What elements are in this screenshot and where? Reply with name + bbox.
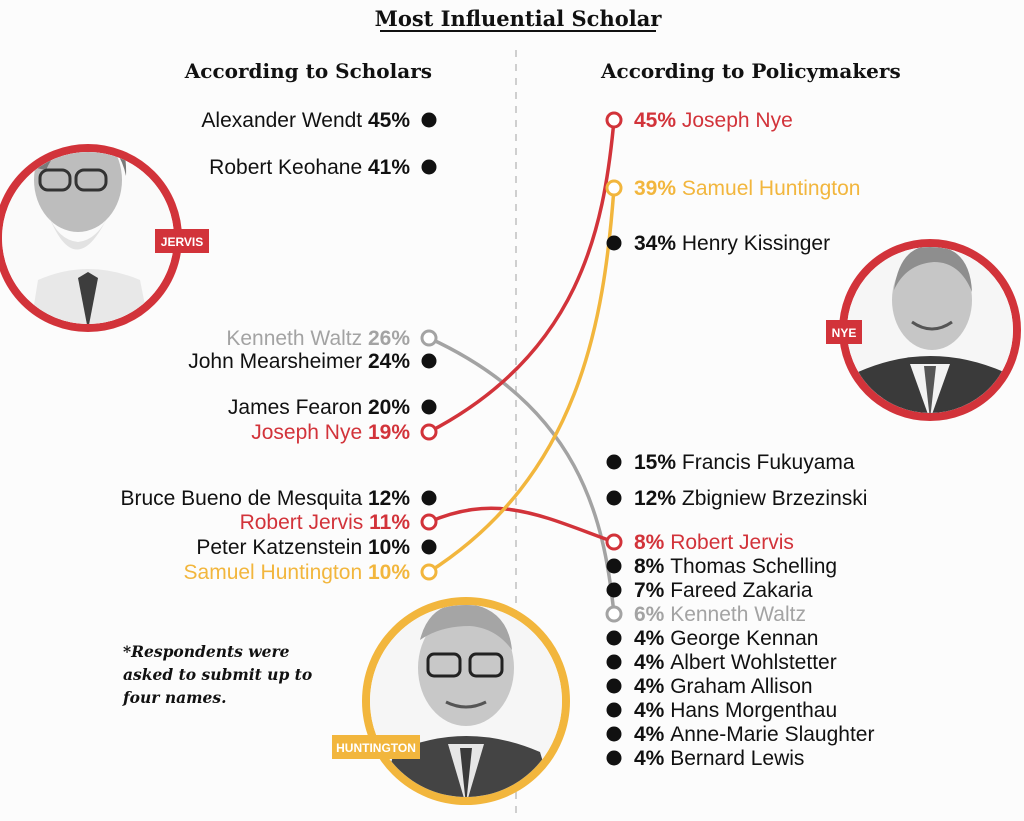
policymaker-dot [606,454,622,470]
connector-line [428,336,616,615]
chart-title: Most Influential Scholar [375,6,663,31]
policymaker-dot [606,678,622,694]
scholar-dot [420,513,438,531]
scholar-dot [420,329,438,347]
policymaker-label: 4% Graham Allison [634,675,813,698]
scholars-column: Alexander Wendt 45% Robert Keohane 41% Ken… [120,109,438,584]
scholar-label: Samuel Huntington 10% [184,561,411,584]
scholar-label: Robert Keohane 41% [209,156,410,179]
policymaker-dot [605,111,623,129]
portrait-huntington: HUNTINGTON [332,597,570,805]
policymakers-column: 45% Joseph Nye 39% Samuel Huntington 34% H… [605,109,874,770]
left-heading: According to Scholars [184,59,432,83]
policymaker-label: 45% Joseph Nye [634,109,793,132]
right-heading: According to Policymakers [600,59,901,83]
scholar-dot [421,353,437,369]
scholar-label: Peter Katzenstein 10% [196,536,410,559]
policymaker-label: 4% Bernard Lewis [634,747,804,770]
policymaker-label: 39% Samuel Huntington [634,177,861,200]
footnote-line: asked to submit up to [123,665,312,684]
policymaker-dot [605,533,623,551]
scholar-label: Kenneth Waltz 26% [226,327,410,350]
connector-lines [428,119,616,615]
scholar-label: John Mearsheimer 24% [188,350,410,373]
policymaker-dot [606,654,622,670]
scholar-dot [420,423,438,441]
scholar-dot [421,539,437,555]
policymaker-dot [605,179,623,197]
scholar-label: Alexander Wendt 45% [201,109,410,132]
policymaker-label: 34% Henry Kissinger [634,232,830,255]
policymaker-dot [606,630,622,646]
footnote: *Respondents were asked to submit up to … [122,642,312,707]
portrait-label: HUNTINGTON [336,741,416,755]
policymaker-dot [606,726,622,742]
policymaker-dot [606,558,622,574]
policymaker-dot [606,235,622,251]
scholar-label: Robert Jervis 11% [240,511,411,534]
policymaker-dot [606,750,622,766]
scholar-dot [420,563,438,581]
portrait-nye: NYE [826,239,1021,421]
scholar-label: Joseph Nye 19% [251,421,410,444]
policymaker-dot [606,582,622,598]
policymaker-label: 4% Hans Morgenthau [634,699,837,722]
policymaker-label: 12% Zbigniew Brzezinski [634,487,867,510]
connector-line [428,119,616,434]
portrait-label: JERVIS [161,235,203,249]
scholar-dot [421,399,437,415]
portrait-jervis: JERVIS [0,144,209,332]
scholar-label: James Fearon 20% [228,396,410,419]
portrait-label: NYE [832,326,857,340]
policymaker-dot [606,490,622,506]
policymaker-dot [606,702,622,718]
policymaker-label: 7% Fareed Zakaria [634,579,813,602]
policymaker-label: 4% Anne-Marie Slaughter [634,723,874,746]
connector-line [428,506,615,544]
policymaker-label: 8% Robert Jervis [634,531,794,554]
policymaker-dot [605,605,623,623]
policymaker-label: 15% Francis Fukuyama [634,451,855,474]
footnote-line: *Respondents were [123,642,290,661]
policymaker-label: 4% Albert Wohlstetter [634,651,837,674]
policymaker-label: 8% Thomas Schelling [634,555,837,578]
scholar-dot [421,159,437,175]
scholar-dot [421,490,437,506]
scholar-label: Bruce Bueno de Mesquita 12% [120,487,410,510]
footnote-line: four names. [122,688,227,707]
policymaker-label: 6% Kenneth Waltz [634,603,806,626]
scholar-dot [421,112,437,128]
policymaker-label: 4% George Kennan [634,627,818,650]
